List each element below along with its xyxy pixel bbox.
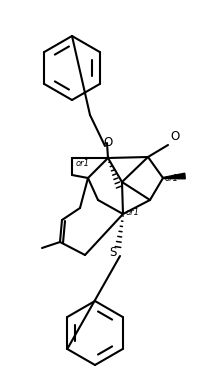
Polygon shape [163,173,185,179]
Text: S: S [110,245,117,259]
Text: O: O [170,130,179,143]
Text: or1: or1 [76,159,90,168]
Text: or1: or1 [126,208,140,217]
Text: or1: or1 [165,174,179,183]
Text: O: O [103,137,113,149]
